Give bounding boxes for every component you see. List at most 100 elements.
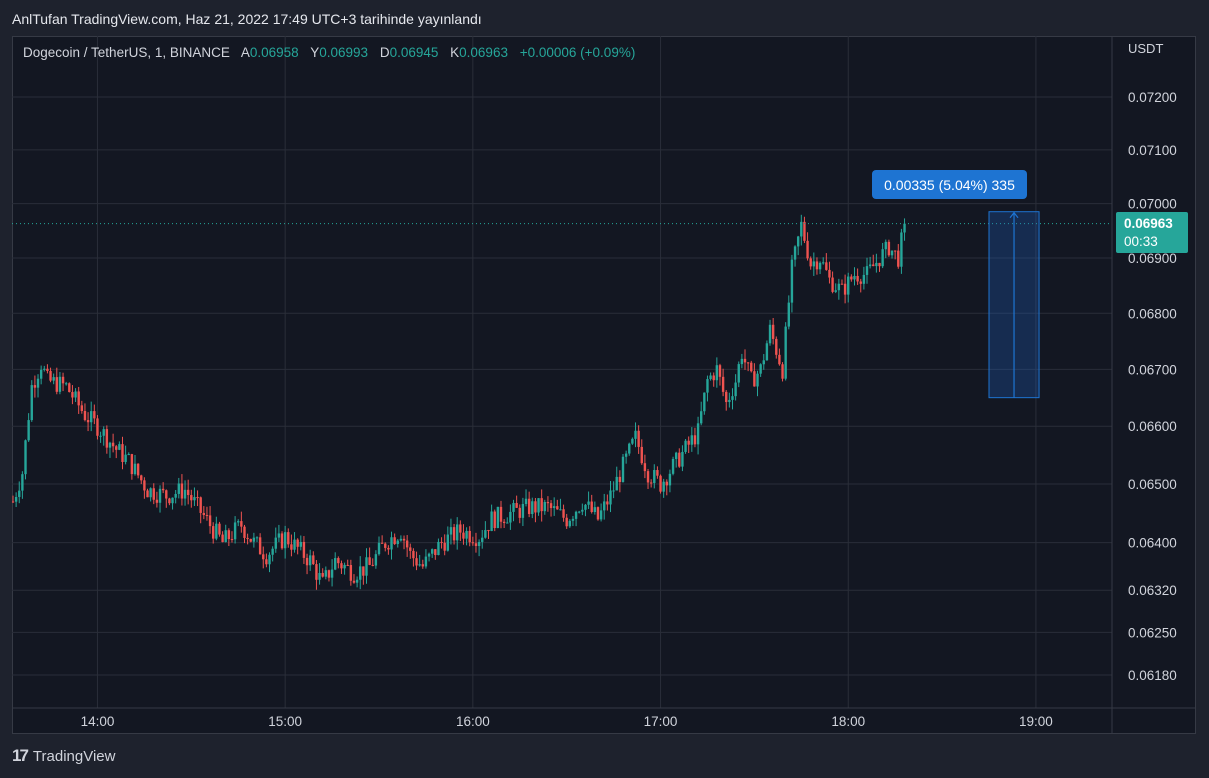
legend-high: 0.06993 [319, 45, 369, 60]
y-tick-label: 0.06800 [1128, 306, 1177, 321]
candle-body [393, 537, 396, 545]
candle-body [649, 482, 653, 484]
candle-body [502, 521, 506, 523]
price-chart[interactable]: 14:00 15:00 16:00 17:00 18:00 19:00 0.07200 0.0… [12, 36, 1196, 734]
candle-body [487, 530, 490, 532]
x-tick-label: 16:00 [456, 714, 490, 729]
candle-body [853, 275, 856, 280]
candle-body [161, 488, 165, 491]
candle-body [337, 558, 340, 564]
candle-body [255, 537, 259, 539]
candle-body [246, 537, 249, 539]
candle-body [700, 411, 703, 424]
candle-body [884, 241, 887, 250]
candle-body [618, 476, 622, 483]
candle-body [609, 490, 612, 505]
tradingview-logo[interactable]: 17 TradingView [12, 746, 115, 766]
candle-body [674, 452, 678, 459]
candle-body [158, 488, 162, 503]
candle-body [496, 506, 500, 529]
candle-body [687, 440, 690, 445]
candle-body [706, 379, 709, 393]
candle-body [446, 534, 450, 551]
candle-body [456, 524, 459, 541]
candle-body [493, 511, 496, 529]
candle-body [293, 539, 296, 550]
candle-body [793, 246, 797, 260]
candle-body [440, 541, 443, 543]
candle-body [587, 501, 590, 505]
candle-body [540, 498, 543, 512]
candle-body [859, 281, 862, 284]
candle-body [74, 391, 77, 398]
last-price: 0.06963 [1124, 216, 1173, 231]
candle-body [405, 540, 409, 548]
candle-body [800, 221, 803, 237]
candle-body [750, 362, 753, 372]
candle-body [518, 507, 521, 518]
candle-body [612, 490, 615, 492]
candle-body [368, 557, 371, 565]
candle-body [374, 554, 378, 566]
candle-body [515, 503, 518, 508]
candle-body [93, 411, 96, 419]
y-tick-label: 0.06400 [1128, 536, 1177, 551]
legend-open: 0.06958 [249, 45, 299, 60]
candle-body [465, 530, 468, 539]
measure-label[interactable]: 0.00335 (5.04%) 335 [872, 170, 1027, 199]
candle-body [615, 476, 618, 491]
candle-body [471, 542, 475, 544]
candle-body [396, 540, 399, 545]
candle-body [809, 258, 812, 267]
candle-body [58, 376, 62, 392]
candle-body [240, 521, 243, 527]
candle-body [603, 501, 606, 511]
candle-body [271, 548, 274, 555]
candle-body [868, 264, 872, 267]
candle-body [430, 549, 434, 554]
candle-body [205, 515, 209, 517]
candle-body [753, 371, 756, 387]
candle-body [781, 364, 784, 379]
candle-body [578, 511, 581, 513]
candle-body [437, 541, 440, 556]
y-tick-label: 0.06700 [1128, 362, 1177, 377]
legend-open-label: A [240, 45, 250, 60]
candle-body [252, 537, 256, 542]
candle-body [12, 501, 15, 503]
candle-body [443, 542, 446, 551]
candle-body [552, 506, 556, 509]
candle-body [355, 579, 359, 583]
candle-body [481, 537, 484, 542]
candle-body [784, 326, 787, 379]
candle-body [108, 442, 112, 448]
candle-body [127, 454, 130, 456]
candle-body [186, 489, 190, 496]
candle-body [380, 542, 384, 544]
candle-body [90, 411, 93, 423]
candle-body [418, 564, 421, 566]
candle-body [521, 503, 525, 518]
y-tick-label: 0.06500 [1128, 477, 1177, 492]
candle-body [665, 481, 668, 486]
candle-body [318, 572, 321, 580]
candle-body [537, 498, 540, 513]
candle-body [834, 290, 837, 292]
candle-body [218, 523, 221, 535]
candle-body [224, 530, 227, 543]
candle-body [524, 498, 528, 504]
candle-body [527, 498, 531, 515]
candle-body [756, 373, 759, 387]
candle-body [559, 509, 562, 511]
candle-body [765, 343, 769, 361]
candle-body [825, 262, 828, 270]
candle-body [887, 241, 891, 256]
candle-body [155, 499, 159, 503]
candle-body [703, 392, 706, 412]
candle-body [831, 277, 834, 292]
candle-body [143, 480, 146, 491]
legend-symbol: Dogecoin / TetherUS, 1, BINANCE [23, 45, 230, 60]
candle-body [506, 522, 509, 524]
candle-body [890, 250, 894, 256]
candle-body [531, 501, 534, 515]
